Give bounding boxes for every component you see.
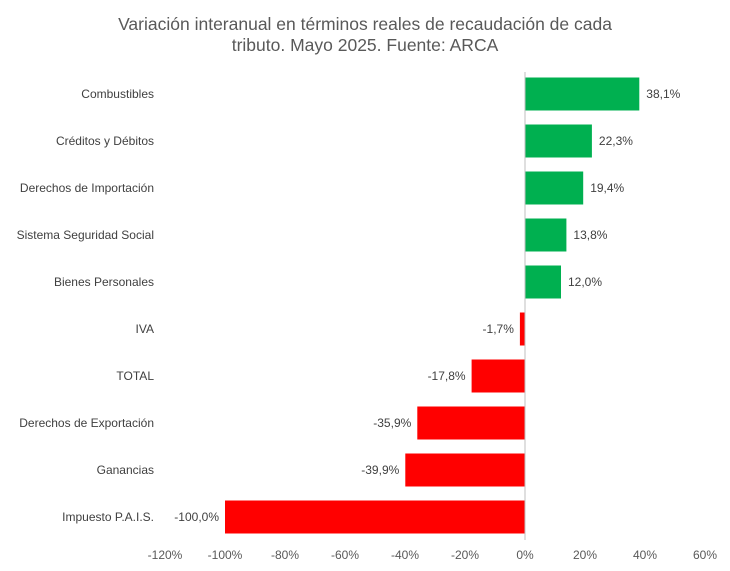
bar-6 <box>471 359 525 393</box>
value-label-4: 12,0% <box>568 275 602 289</box>
category-label-0: Combustibles <box>81 87 154 101</box>
category-label-3: Sistema Seguridad Social <box>17 228 154 242</box>
x-tick-label-8: 40% <box>633 548 657 562</box>
chart-title: Variación interanual en términos reales … <box>0 14 730 56</box>
category-label-2: Derechos de Importación <box>20 181 154 195</box>
value-label-9: -100,0% <box>174 510 219 524</box>
bar-1 <box>525 124 592 158</box>
bar-3 <box>525 218 567 252</box>
x-tick-label-7: 20% <box>573 548 597 562</box>
bar-4 <box>525 265 561 299</box>
x-tick-label-9: 60% <box>693 548 717 562</box>
x-tick-label-2: -80% <box>271 548 299 562</box>
bar-2 <box>525 171 584 205</box>
value-label-8: -39,9% <box>361 463 399 477</box>
value-label-6: -17,8% <box>428 369 466 383</box>
bar-5 <box>519 312 525 346</box>
category-label-8: Ganancias <box>97 463 154 477</box>
value-label-0: 38,1% <box>646 87 680 101</box>
x-tick-label-4: -40% <box>391 548 419 562</box>
value-label-5: -1,7% <box>483 322 515 336</box>
category-label-1: Créditos y Débitos <box>56 134 154 148</box>
x-tick-label-5: -20% <box>451 548 479 562</box>
x-tick-label-1: -100% <box>208 548 243 562</box>
category-label-7: Derechos de Exportación <box>19 416 154 430</box>
chart-title-line-1: Variación interanual en términos reales … <box>118 14 612 34</box>
category-label-9: Impuesto P.A.I.S. <box>62 510 154 524</box>
value-label-7: -35,9% <box>373 416 411 430</box>
bar-7 <box>417 406 525 440</box>
x-tick-label-6: 0% <box>516 548 534 562</box>
chart-title-line-2: tributo. Mayo 2025. Fuente: ARCA <box>231 35 499 55</box>
bar-0 <box>525 77 640 111</box>
bar-8 <box>405 453 525 487</box>
category-label-6: TOTAL <box>116 369 154 383</box>
value-label-3: 13,8% <box>573 228 607 242</box>
value-label-2: 19,4% <box>590 181 624 195</box>
bar-9 <box>225 500 525 534</box>
value-label-1: 22,3% <box>599 134 633 148</box>
category-label-4: Bienes Personales <box>54 275 154 289</box>
category-label-5: IVA <box>136 322 154 336</box>
x-tick-label-0: -120% <box>148 548 183 562</box>
x-tick-label-3: -60% <box>331 548 359 562</box>
